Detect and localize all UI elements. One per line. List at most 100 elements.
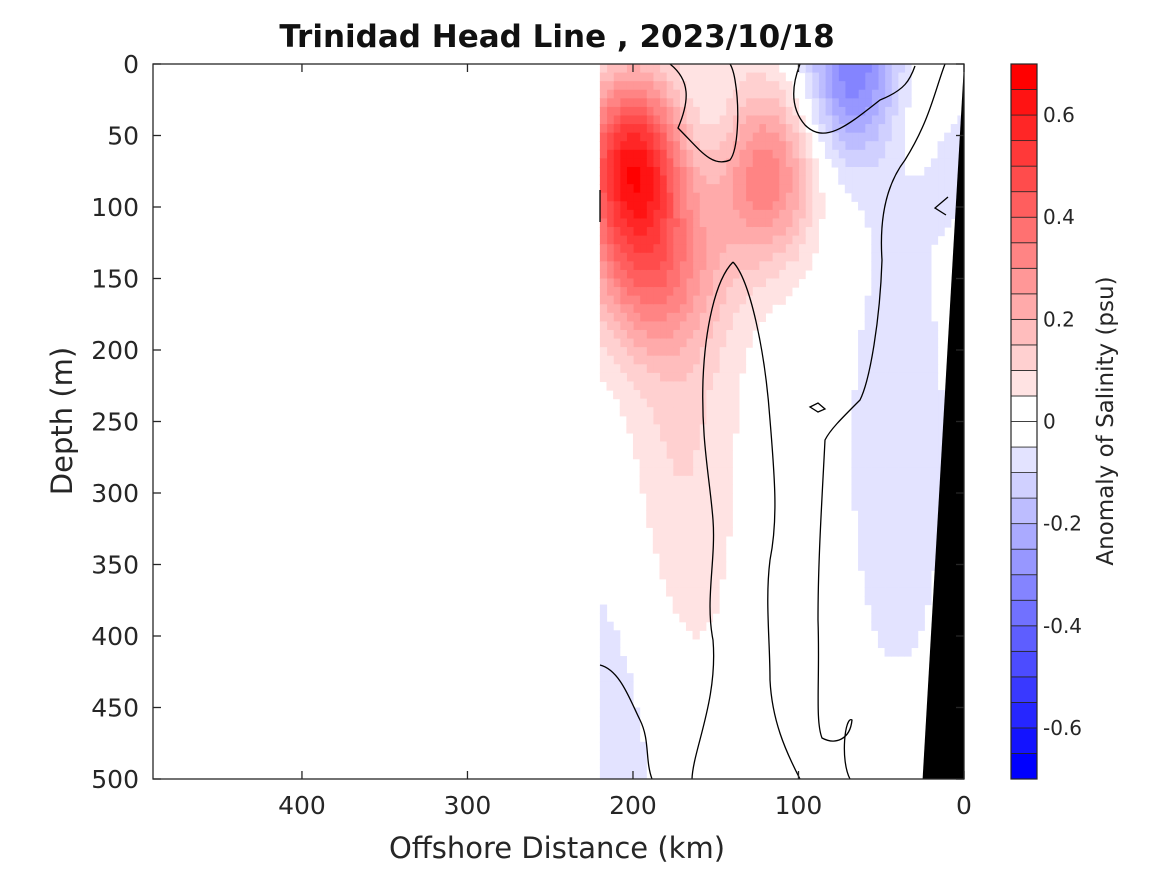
anomaly-cell xyxy=(877,312,886,322)
anomaly-cell xyxy=(666,141,674,151)
anomaly-cell xyxy=(884,81,892,91)
anomaly-cell xyxy=(712,390,720,400)
anomaly-cell xyxy=(851,158,859,168)
anomaly-cell xyxy=(904,647,912,657)
anomaly-cell xyxy=(911,561,919,571)
anomaly-cell xyxy=(712,98,720,108)
anomaly-cell xyxy=(944,209,952,220)
anomaly-cell xyxy=(891,124,899,134)
anomaly-cell xyxy=(897,595,906,606)
anomaly-cell xyxy=(692,510,700,520)
anomaly-cell xyxy=(738,72,747,82)
anomaly-cell xyxy=(937,432,945,443)
anomaly-cell xyxy=(613,664,621,674)
anomaly-cell xyxy=(752,321,760,331)
anomaly-cell xyxy=(606,724,614,734)
anomaly-cell xyxy=(685,364,694,374)
anomaly-cell xyxy=(619,141,627,151)
anomaly-cell xyxy=(884,184,892,194)
anomaly-cell xyxy=(679,72,687,82)
colorbar-swatch xyxy=(1010,701,1038,729)
anomaly-cell xyxy=(679,124,687,134)
anomaly-cell xyxy=(692,407,700,417)
anomaly-cell xyxy=(851,106,859,117)
anomaly-cell xyxy=(613,304,621,314)
anomaly-cell xyxy=(745,278,753,288)
anomaly-cell xyxy=(791,175,800,185)
anomaly-cell xyxy=(897,184,906,194)
anomaly-cell xyxy=(884,321,892,331)
anomaly-cell xyxy=(685,595,694,606)
anomaly-cell xyxy=(858,98,866,108)
anomaly-cell xyxy=(626,338,634,348)
anomaly-cell xyxy=(712,209,720,220)
anomaly-cell xyxy=(692,132,700,142)
anomaly-cell xyxy=(891,424,899,434)
anomaly-cell xyxy=(679,192,687,202)
anomaly-cell xyxy=(685,141,694,151)
anomaly-cell xyxy=(685,184,694,194)
anomaly-cell xyxy=(599,218,608,228)
anomaly-cell xyxy=(805,192,813,202)
anomaly-cell xyxy=(950,192,958,202)
anomaly-cell xyxy=(877,81,886,91)
anomaly-cell xyxy=(772,115,780,125)
anomaly-cell xyxy=(599,698,608,709)
anomaly-cell xyxy=(791,98,800,108)
anomaly-cell xyxy=(891,269,899,280)
anomaly-cell xyxy=(778,209,786,220)
anomaly-cell xyxy=(685,72,694,82)
anomaly-cell xyxy=(891,613,899,623)
anomaly-cell xyxy=(864,578,872,588)
anomaly-cell xyxy=(659,261,667,271)
anomaly-cell xyxy=(659,304,667,314)
anomaly-cell xyxy=(699,166,707,177)
anomaly-cell xyxy=(871,398,879,408)
anomaly-cell xyxy=(632,716,641,726)
anomaly-cell xyxy=(699,467,707,477)
anomaly-cell xyxy=(858,132,866,142)
anomaly-cell xyxy=(858,158,866,168)
anomaly-cell xyxy=(672,64,680,74)
anomaly-cell xyxy=(917,312,925,322)
anomaly-cell xyxy=(732,106,740,117)
anomaly-cell xyxy=(858,450,866,460)
anomaly-cell xyxy=(891,544,899,554)
anomaly-cell xyxy=(805,132,813,142)
anomaly-cell xyxy=(666,295,674,305)
y-tick-label: 250 xyxy=(91,408,139,437)
anomaly-cell xyxy=(705,115,714,125)
chart-title: Trinidad Head Line , 2023/10/18 xyxy=(279,19,834,55)
anomaly-cell xyxy=(692,312,700,322)
anomaly-cell xyxy=(725,347,733,357)
anomaly-cell xyxy=(712,484,720,494)
anomaly-cell xyxy=(772,72,780,82)
anomaly-cell xyxy=(911,630,919,640)
anomaly-cell xyxy=(904,89,912,99)
anomaly-cell xyxy=(719,415,727,425)
anomaly-cell xyxy=(699,621,707,631)
anomaly-cell xyxy=(712,364,720,374)
anomaly-cell xyxy=(911,175,919,185)
anomaly-cell xyxy=(877,398,886,408)
anomaly-cell xyxy=(606,716,614,726)
anomaly-cell xyxy=(877,124,886,134)
anomaly-cell xyxy=(699,484,707,494)
anomaly-cell xyxy=(738,149,747,159)
anomaly-cell xyxy=(851,424,859,434)
anomaly-cell xyxy=(646,295,654,305)
anomaly-cell xyxy=(904,304,912,314)
anomaly-cell xyxy=(924,510,932,520)
anomaly-cell xyxy=(705,518,714,528)
anomaly-cell xyxy=(904,321,912,331)
anomaly-cell xyxy=(884,312,892,322)
anomaly-cell xyxy=(639,158,647,168)
anomaly-cell xyxy=(884,261,892,271)
anomaly-cell xyxy=(778,252,786,262)
anomaly-cell xyxy=(758,64,766,74)
anomaly-cell xyxy=(871,415,879,425)
anomaly-cell xyxy=(725,141,733,151)
anomaly-cell xyxy=(666,407,674,417)
anomaly-cell xyxy=(864,175,872,185)
anomaly-cell xyxy=(606,158,614,168)
